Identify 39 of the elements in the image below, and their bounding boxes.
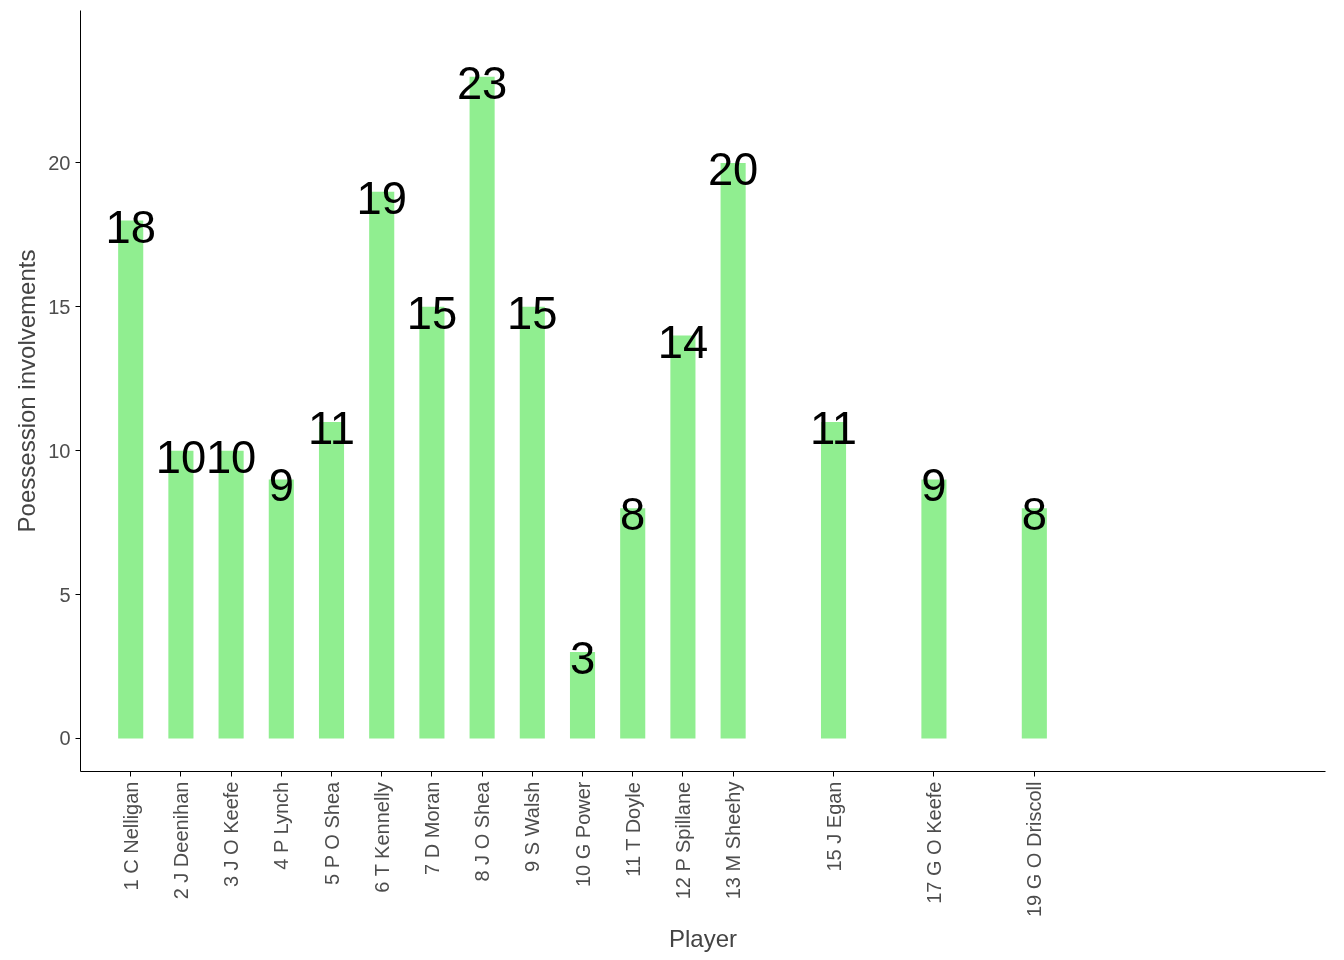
y-tick-label: 0 <box>59 727 71 750</box>
y-tick-label: 20 <box>48 151 71 174</box>
y-tick-label: 10 <box>48 439 71 462</box>
x-tick-label: 8 J O Shea <box>471 780 494 882</box>
x-tick-label: 11 T Doyle <box>621 782 644 877</box>
x-tick-label: 2 J Deenihan <box>169 781 192 900</box>
x-tick-label: 7 D Moran <box>420 781 443 875</box>
data-label: 11 <box>307 402 356 454</box>
data-label: 20 <box>707 143 759 195</box>
x-axis-title: Player <box>668 925 738 953</box>
x-tick-label: 19 G O Driscoll <box>1023 781 1046 918</box>
x-tick-label: 17 G O Keefe <box>922 781 945 904</box>
x-tick-label: 3 J O Keefe <box>220 781 243 888</box>
x-tick-label: 6 T Kennelly <box>370 782 393 893</box>
data-label: 15 <box>507 287 558 339</box>
data-label: 9 <box>921 460 947 512</box>
x-tick-label: 13 M Sheehy <box>722 781 745 900</box>
data-label: 3 <box>569 633 596 685</box>
x-tick-label: 10 G Power <box>571 781 594 888</box>
data-label: 8 <box>1021 489 1047 541</box>
y-tick-label: 15 <box>48 295 71 318</box>
x-tick-label: 5 P O Shea <box>320 780 343 885</box>
data-label: 11 <box>810 402 858 454</box>
data-label: 10 <box>205 431 257 483</box>
data-label: 18 <box>105 201 156 253</box>
x-tick-label: 1 C Nelligan <box>119 781 142 891</box>
x-tick-label: 12 P Spillane <box>671 781 694 900</box>
data-label: 19 <box>356 172 407 224</box>
data-label: 9 <box>268 460 294 512</box>
x-tick-label: 4 P Lynch <box>270 781 293 870</box>
data-label: 14 <box>657 316 709 368</box>
x-tick-label: 15 J Egan <box>822 781 845 872</box>
data-label: 15 <box>406 287 458 339</box>
y-axis-title: Poessession involvements <box>13 249 41 533</box>
data-label: 8 <box>620 489 646 541</box>
x-tick-label: 9 S Walsh <box>521 781 544 872</box>
data-label: 23 <box>456 57 508 109</box>
y-tick-label: 5 <box>59 583 71 606</box>
data-label: 10 <box>155 431 207 483</box>
